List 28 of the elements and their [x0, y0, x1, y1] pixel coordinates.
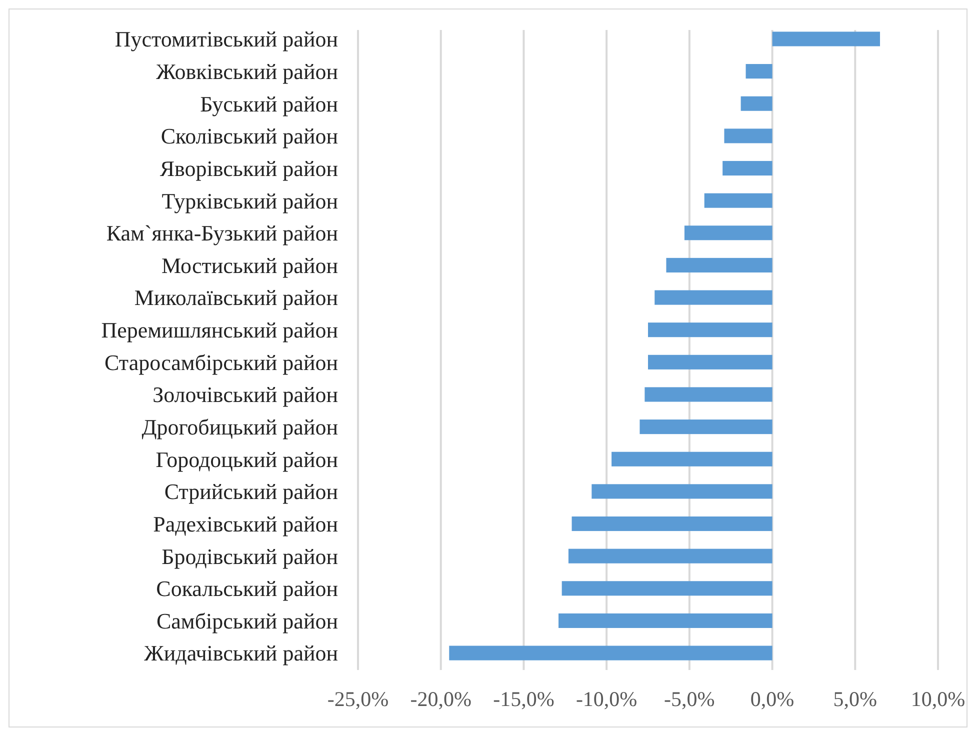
y-tick-label: Буський район [200, 91, 338, 116]
x-tick-label: -15,0% [493, 687, 554, 711]
y-tick-label: Самбірський район [156, 608, 338, 634]
y-tick-label: Мостиський район [161, 252, 338, 278]
y-tick-label: Жовківський район [156, 58, 338, 84]
y-tick-label: Яворівський район [160, 156, 338, 181]
x-tick-label: -5,0% [664, 687, 715, 711]
y-tick-label: Жидачівський район [144, 640, 338, 666]
y-tick-label: Сокальський район [156, 576, 338, 602]
x-tick-label: 5,0% [833, 687, 878, 711]
y-tick-label: Турківський район [162, 188, 338, 214]
x-tick-label: -20,0% [410, 687, 472, 711]
y-tick-label: Бродівський район [162, 544, 338, 569]
y-tick-label: Городоцький район [156, 446, 338, 472]
y-tick-label: Золочівський район [152, 382, 338, 408]
x-tick-label: 0,0% [750, 687, 794, 711]
x-tick-label: -25,0% [327, 687, 389, 711]
x-tick-label: 10,0% [910, 687, 966, 711]
y-tick-label: Сколівський район [160, 124, 338, 149]
y-tick-label: Радехівський район [153, 511, 338, 536]
y-tick-label: Стрийський район [164, 479, 338, 504]
y-tick-label: Старосамбірський район [104, 350, 338, 375]
y-tick-label: Миколаївський район [134, 285, 338, 310]
y-tick-label: Дрогобицький район [142, 414, 338, 440]
x-tick-label: -10,0% [576, 687, 638, 711]
y-tick-label: Кам`янка-Бузький район [106, 220, 338, 246]
y-tick-label: Пустомитівський район [114, 26, 338, 52]
y-tick-label: Перемишлянський район [101, 318, 338, 343]
